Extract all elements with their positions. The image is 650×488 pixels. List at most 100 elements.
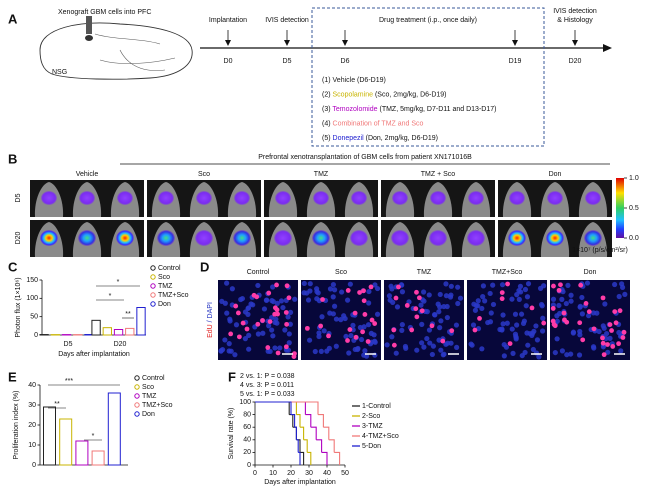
edu-cell [419,308,425,314]
nucleus [321,328,327,334]
edu-cell [228,331,234,337]
y-tick-label: 150 [26,277,38,284]
treatment-box-title: Drug treatment (i.p., once daily) [379,17,477,24]
timeline-event: IVIS detection [265,17,309,24]
edu-cell [505,281,510,287]
nucleus [362,348,368,354]
nucleus [579,311,585,317]
nucleus [399,322,405,328]
nucleus [389,334,395,340]
nucleus [227,316,233,322]
edu-cell [610,344,616,349]
nucleus [534,337,541,343]
nucleus [399,289,406,295]
nucleus [521,318,527,324]
edu-cell [440,338,446,344]
nucleus [525,342,531,348]
edu-cell [265,345,271,350]
group-label: TMZ [314,171,329,178]
nucleus [426,292,432,298]
nucleus [594,310,600,316]
edu-cell [550,318,556,324]
bar [102,327,112,336]
nucleus [384,342,390,348]
edu-cell [414,314,420,320]
nucleus [246,346,252,352]
nucleus [403,345,409,351]
nucleus [559,348,566,354]
nucleus [343,333,349,340]
nucleus [261,306,268,312]
nucleus [579,294,585,301]
nucleus [274,300,280,306]
legend-label: TMZ [142,393,157,400]
nucleus [490,282,496,288]
y-tick-label: 40 [243,437,251,444]
nucleus [444,314,450,321]
p-value-annotation: 4 vs. 3: P = 0.011 [240,382,294,389]
edu-cell [507,341,513,346]
nucleus [539,328,546,334]
nucleus [576,352,583,358]
edu-cell [600,335,605,341]
edu-cell [472,327,478,333]
edu-cell [564,319,570,325]
nucleus [346,350,352,356]
treatment-item: (3) Temozolomide (TMZ, 5mg/kg, D7-D11 an… [322,106,496,113]
timeline-event: Implantation [209,17,247,24]
legend-label: 4-TMZ+Sco [362,433,399,440]
nucleus [421,344,427,350]
nucleus [531,328,537,334]
legend-label: Sco [158,274,170,281]
timeline-arrow-head [572,40,578,46]
timeline-arrowhead [603,44,612,52]
survival-step [318,414,324,428]
x-tick-label: 20 [287,470,295,477]
y-tick-label: 60 [243,424,251,431]
row-label: D5 [15,193,22,202]
timeline-day: D5 [283,58,292,65]
edu-cell [449,328,455,334]
nucleus [550,296,557,302]
survival-step [307,451,312,465]
survival-step [255,401,319,415]
bar [75,440,89,466]
edu-cell [391,342,397,348]
nucleus [272,345,278,351]
nucleus [265,348,271,354]
nucleus [482,298,488,304]
nucleus [453,322,460,328]
nucleus [219,347,226,353]
nucleus [559,296,565,302]
signal [158,191,174,205]
p-value-annotation: 2 vs. 1: P = 0.038 [240,373,295,380]
nucleus [500,312,506,318]
strain-label: NSG [52,69,67,76]
edu-cell [499,296,505,302]
edu-cell [260,318,265,323]
nucleus [513,333,519,340]
signal [546,230,564,246]
legend-marker [150,301,156,307]
edu-cell [361,288,366,294]
signal [350,230,368,246]
signal [430,191,446,205]
nucleus [426,327,433,333]
nucleus [324,348,330,354]
nucleus [616,293,622,300]
signal [392,191,408,205]
bar [113,329,124,336]
panel-label: A [8,11,18,26]
edu-cell [556,287,562,293]
nucleus [516,296,522,302]
nucleus [372,282,378,288]
signal [584,230,602,246]
nucleus [622,291,628,297]
nucleus [273,316,279,322]
treatment-box [311,7,545,147]
nucleus [292,296,298,302]
signal [78,230,96,246]
legend-marker [150,274,156,280]
nucleus [565,282,571,289]
nucleus [287,309,294,315]
